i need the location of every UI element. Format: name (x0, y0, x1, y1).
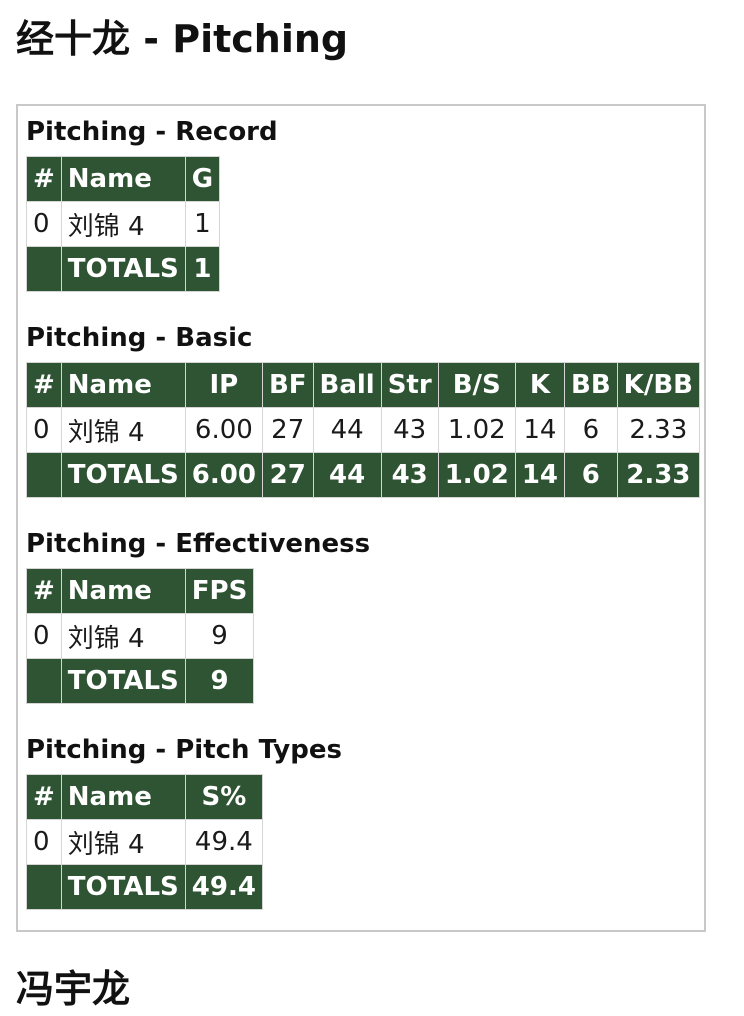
pitch-types-section: Pitching - Pitch Types # Name S% 0 刘锦 4 … (26, 732, 342, 910)
table-row: 0 刘锦 4 6.00 27 44 43 1.02 14 6 2.33 (26, 407, 700, 453)
totals-row: TOTALS 9 (26, 658, 255, 704)
next-page-title: 冯宇龙 (16, 967, 131, 1011)
cell-total-k: 14 (514, 452, 566, 498)
col-name: Name (60, 568, 186, 614)
col-name: Name (60, 156, 186, 202)
col-s-pct: S% (184, 774, 263, 820)
cell-bs: 1.02 (437, 407, 516, 453)
cell-totals-label: TOTALS (60, 246, 186, 292)
totals-row: TOTALS 49.4 (26, 864, 263, 910)
col-k: K (514, 362, 566, 408)
cell-total-kbb: 2.33 (616, 452, 700, 498)
cell-g: 1 (184, 201, 221, 247)
cell-totals-label: TOTALS (60, 452, 186, 498)
basic-table: # Name IP BF Ball Str B/S K BB K/BB 0 刘锦… (26, 362, 700, 498)
col-str: Str (380, 362, 439, 408)
cell-empty (26, 864, 62, 910)
cell-str: 43 (380, 407, 439, 453)
table-row: 0 刘锦 4 1 (26, 201, 221, 247)
table-header-row: # Name S% (26, 774, 263, 820)
cell-k: 14 (514, 407, 566, 453)
cell-total-bs: 1.02 (437, 452, 516, 498)
effectiveness-section: Pitching - Effectiveness # Name FPS 0 刘锦… (26, 526, 370, 704)
col-bb: BB (564, 362, 618, 408)
cell-player-name: 刘锦 4 (60, 819, 186, 865)
cell-ball: 44 (312, 407, 382, 453)
col-name: Name (60, 774, 186, 820)
table-header-row: # Name G (26, 156, 221, 202)
record-section: Pitching - Record # Name G 0 刘锦 4 1 TOTA… (26, 114, 278, 292)
table-row: 0 刘锦 4 9 (26, 613, 255, 659)
effectiveness-heading: Pitching - Effectiveness (26, 529, 371, 559)
pitch-types-heading: Pitching - Pitch Types (26, 735, 342, 765)
cell-kbb: 2.33 (616, 407, 700, 453)
cell-total-bf: 27 (261, 452, 314, 498)
cell-total-g: 1 (184, 246, 221, 292)
col-ball: Ball (312, 362, 382, 408)
cell-empty (26, 452, 62, 498)
cell-number: 0 (26, 819, 62, 865)
cell-number: 0 (26, 407, 62, 453)
table-header-row: # Name IP BF Ball Str B/S K BB K/BB (26, 362, 700, 408)
record-heading: Pitching - Record (26, 117, 278, 147)
cell-totals-label: TOTALS (60, 658, 186, 704)
pitch-types-table: # Name S% 0 刘锦 4 49.4 TOTALS 49.4 (26, 774, 263, 910)
table-row: 0 刘锦 4 49.4 (26, 819, 263, 865)
cell-fps: 9 (184, 613, 255, 659)
effectiveness-table: # Name FPS 0 刘锦 4 9 TOTALS 9 (26, 568, 255, 704)
cell-s-pct: 49.4 (184, 819, 263, 865)
col-number: # (26, 568, 62, 614)
cell-empty (26, 658, 62, 704)
stats-panel: Pitching - Record # Name G 0 刘锦 4 1 TOTA… (16, 104, 706, 932)
cell-bf: 27 (261, 407, 314, 453)
totals-row: TOTALS 6.00 27 44 43 1.02 14 6 2.33 (26, 452, 700, 498)
col-g: G (184, 156, 221, 202)
col-bf: BF (261, 362, 314, 408)
col-ip: IP (184, 362, 263, 408)
cell-total-ball: 44 (312, 452, 382, 498)
table-header-row: # Name FPS (26, 568, 255, 614)
cell-total-s-pct: 49.4 (184, 864, 263, 910)
col-number: # (26, 156, 62, 202)
col-bs: B/S (437, 362, 516, 408)
col-name: Name (60, 362, 186, 408)
col-fps: FPS (184, 568, 255, 614)
col-kbb: K/BB (616, 362, 700, 408)
cell-empty (26, 246, 62, 292)
record-table: # Name G 0 刘锦 4 1 TOTALS 1 (26, 156, 221, 292)
page-title: 经十龙 - Pitching (16, 17, 349, 61)
cell-number: 0 (26, 613, 62, 659)
basic-section: Pitching - Basic # Name IP BF Ball Str B… (26, 320, 700, 498)
cell-total-fps: 9 (184, 658, 255, 704)
totals-row: TOTALS 1 (26, 246, 221, 292)
cell-player-name: 刘锦 4 (60, 201, 186, 247)
cell-total-ip: 6.00 (184, 452, 263, 498)
cell-total-str: 43 (380, 452, 439, 498)
col-number: # (26, 362, 62, 408)
cell-totals-label: TOTALS (60, 864, 186, 910)
col-number: # (26, 774, 62, 820)
cell-player-name: 刘锦 4 (60, 407, 186, 453)
cell-ip: 6.00 (184, 407, 263, 453)
cell-player-name: 刘锦 4 (60, 613, 186, 659)
cell-number: 0 (26, 201, 62, 247)
basic-heading: Pitching - Basic (26, 323, 253, 353)
cell-bb: 6 (564, 407, 618, 453)
cell-total-bb: 6 (564, 452, 618, 498)
